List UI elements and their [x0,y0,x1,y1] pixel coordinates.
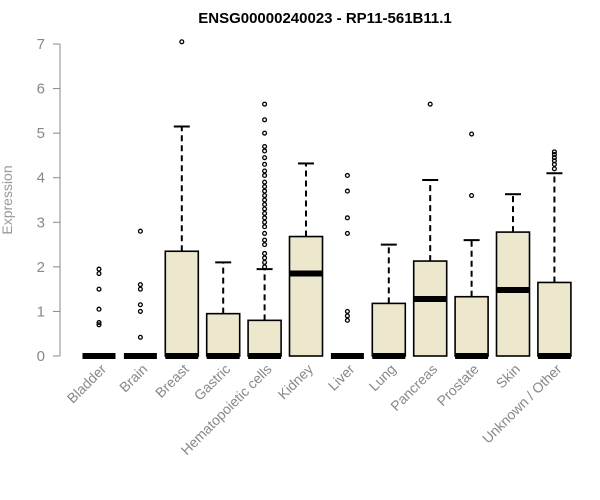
outlier-point [262,117,268,123]
outlier-point [262,130,268,136]
box-prostate [454,131,489,359]
outlier-point [262,224,268,230]
box-body [288,235,324,357]
outlier-point [427,101,433,107]
outlier-point [137,286,143,292]
outlier-point [96,322,102,328]
outlier-point [262,188,268,194]
x-tick-label: Unknown / Other [479,361,565,447]
outlier-point [551,151,557,158]
outlier-point [137,308,143,314]
outlier-point [262,192,268,199]
outlier-point [262,215,268,221]
y-tick-label: 7 [37,36,45,53]
box-liver [330,172,364,359]
x-tick-label: Skin [493,361,524,392]
outlier-point [179,39,185,45]
box-hematopoietic-cells [247,101,282,359]
y-axis: 0 1 2 3 4 5 6 7 [37,36,61,365]
box-lung [371,243,407,359]
outlier-point [262,210,268,216]
outlier-point [469,131,475,137]
box-unknown-other [537,149,572,359]
box-body [495,231,531,357]
outlier-point [469,192,475,199]
x-tick-label: Brain [116,361,150,395]
outlier-point [344,313,350,319]
x-tick-label: Breast [152,361,192,401]
box-breast [164,39,200,359]
outlier-point [262,206,268,212]
outlier-point [262,179,268,185]
outlier-point [344,172,350,179]
outlier-point [262,259,268,265]
outlier-point [262,219,268,225]
x-tick-label: Kidney [275,361,317,403]
x-tick-label: Liver [325,361,358,394]
outlier-point [262,264,268,270]
outlier-point [262,101,268,107]
outlier-point [344,308,350,314]
x-tick-label: Lung [366,361,399,394]
box-brain [123,228,157,359]
outlier-point [262,197,268,203]
box-kidney [288,162,324,357]
outlier-point [96,320,102,326]
outlier-point [551,149,557,155]
outlier-point [262,255,268,261]
outlier-point [344,188,350,194]
outlier-point [96,286,102,292]
outlier-point [262,161,268,167]
box-body [247,319,282,357]
outlier-point [262,148,268,154]
box-body [205,312,241,357]
box-body [371,302,407,357]
outlier-point [551,158,557,164]
outlier-point [96,266,102,272]
outlier-point [262,230,268,236]
box-gastric [205,261,241,359]
outlier-point [344,230,350,236]
x-tick-label: Prostate [434,361,482,409]
chart-title: ENSG00000240023 - RP11-561B11.1 [198,10,452,27]
outlier-point [262,237,268,243]
outlier-point [262,143,268,150]
boxes-layer [82,39,572,359]
y-axis-label: Expression [0,165,15,234]
outlier-point [551,155,557,161]
box-body [412,260,448,357]
outlier-point [137,334,143,340]
box-body [537,281,572,357]
y-tick-label: 1 [37,303,45,320]
outlier-point [262,172,268,179]
box-skin [495,193,531,357]
outlier-point [262,201,268,208]
y-tick-label: 6 [37,81,45,98]
outlier-point [262,168,268,174]
x-tick-label: Bladder [64,361,110,407]
y-tick-label: 0 [37,348,45,365]
outlier-point [262,242,268,248]
box-body [164,250,200,357]
box-bladder [82,266,116,359]
y-tick-label: 5 [37,125,45,142]
outlier-point [551,166,557,172]
outlier-point [137,228,143,234]
outlier-point [262,155,268,161]
outlier-point [262,250,268,257]
outlier-point [262,184,268,190]
outlier-point [96,306,102,312]
outlier-point [137,282,143,288]
y-tick-label: 3 [37,214,45,231]
box-body [454,295,489,357]
outlier-point [344,215,350,221]
y-tick-label: 2 [37,259,45,276]
outlier-point [96,270,102,277]
outlier-point [137,302,143,308]
y-tick-label: 4 [37,170,45,187]
box-pancreas [412,101,448,357]
outlier-point [344,317,350,323]
